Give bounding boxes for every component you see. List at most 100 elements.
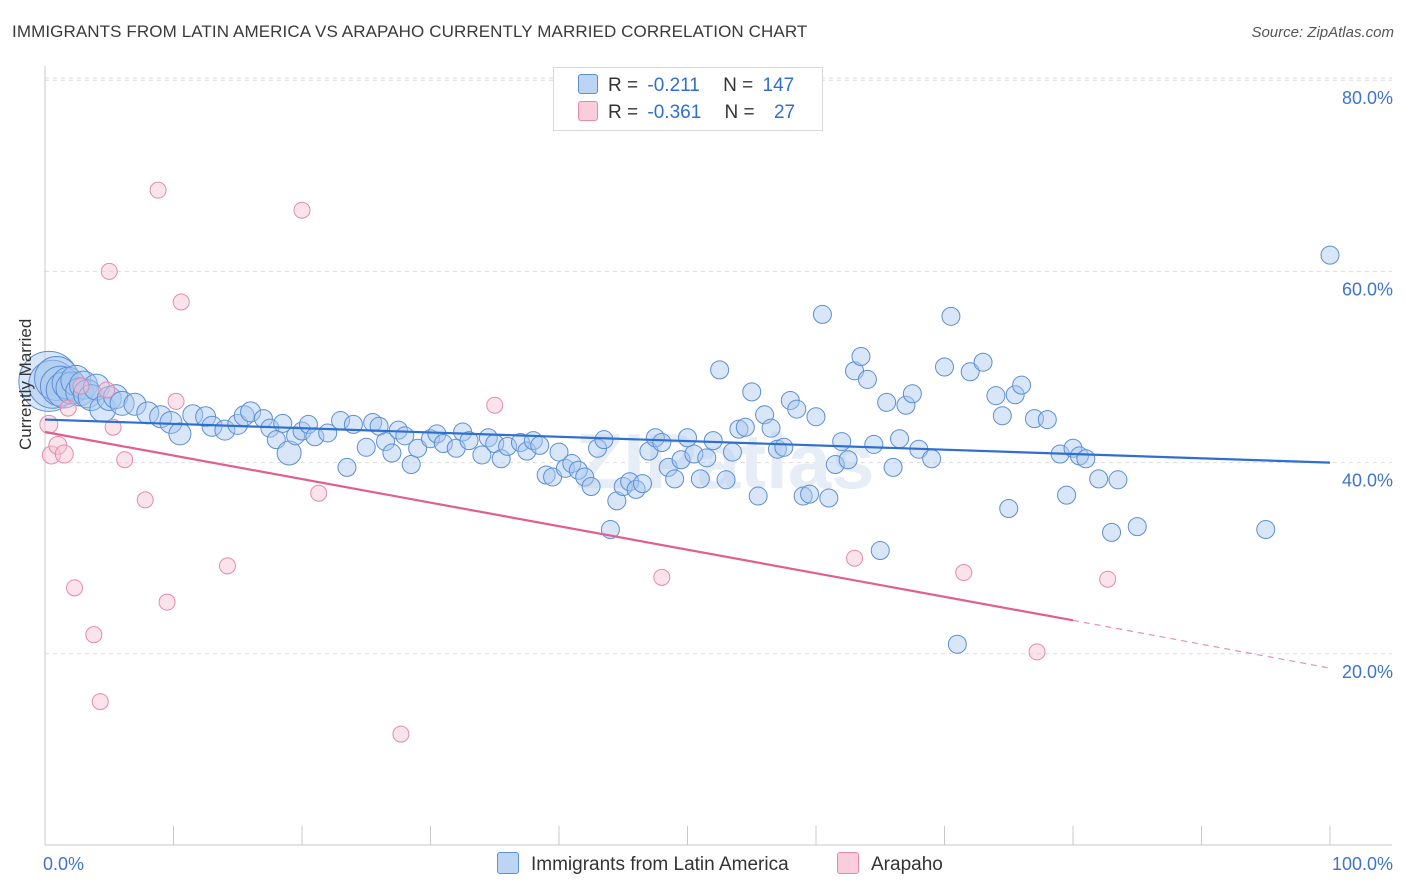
point-arapaho [66,579,84,597]
point-immigrants [337,457,357,477]
point-immigrants [168,422,192,446]
point-immigrants [690,469,710,489]
point-immigrants [748,486,768,506]
legend-swatch-blue [497,852,519,874]
point-arapaho [136,491,154,509]
legend-n-value: 147 [762,75,795,96]
point-arapaho [172,293,190,311]
legend-r-value: -0.211 [647,75,700,96]
point-immigrants [825,455,845,475]
point-immigrants [761,418,781,438]
point-arapaho [158,593,176,611]
point-immigrants [922,449,942,469]
legend-swatch-pink [578,101,598,121]
point-arapaho [310,484,328,502]
point-immigrants [109,390,135,416]
point-immigrants [729,419,749,439]
point-immigrants [960,362,980,382]
point-immigrants [633,474,653,494]
tick-labels: 20.0% 40.0% 60.0% 80.0% 0.0% 100.0% [43,88,1393,874]
point-immigrants [1127,517,1147,537]
point-immigrants [72,379,102,409]
point-immigrants [851,346,871,366]
y-axis-label: Currently Married [16,318,35,450]
point-arapaho [59,399,77,417]
point-immigrants [356,437,376,457]
point-immigrants [665,469,685,489]
point-immigrants [999,498,1019,518]
point-immigrants [986,386,1006,406]
point-immigrants [594,430,614,450]
y-tick-label: 80.0% [1342,88,1393,108]
legend-swatch-blue [578,74,598,94]
point-immigrants [1057,485,1077,505]
point-immigrants [575,467,595,487]
point-immigrants [401,455,421,475]
point-immigrants [408,438,428,458]
y-tick-label: 20.0% [1342,662,1393,682]
point-arapaho [91,693,109,711]
point-immigrants [716,470,736,490]
point-immigrants [684,444,704,464]
point-immigrants [530,435,550,455]
point-immigrants [819,488,839,508]
legend-r-value: -0.361 [647,102,702,123]
point-immigrants [581,477,601,496]
point-immigrants [671,450,691,470]
point-immigrants [735,417,755,437]
point-immigrants [1089,469,1109,489]
legend-item-arapaho: Arapaho [837,852,943,876]
point-immigrants [806,407,826,427]
point-immigrants [832,432,852,452]
legend-row-immigrants: R = -0.211 N = 147 [578,74,794,100]
point-immigrants [742,382,762,402]
point-arapaho [167,392,185,410]
point-immigrants [864,434,884,454]
point-arapaho [39,414,59,434]
point-arapaho [653,568,671,586]
point-immigrants [793,486,813,506]
point-immigrants [678,428,697,448]
legend-n-value: 27 [773,102,796,123]
point-immigrants [607,491,627,511]
point-immigrants [935,357,954,377]
point-arapaho [293,201,311,219]
point-immigrants [883,457,903,477]
point-immigrants [227,413,249,435]
point-arapaho [392,725,410,743]
trend-line-immigrants [44,418,1331,464]
legend-item-immigrants: Immigrants from Latin America [497,852,789,876]
point-immigrants [1076,449,1096,469]
point-immigrants [973,352,993,372]
point-immigrants [1108,470,1128,490]
legend-label-arapaho: Arapaho [871,854,943,875]
point-immigrants [710,360,730,380]
point-immigrants [877,392,897,412]
legend-n-label: N = [723,75,754,96]
point-immigrants [491,449,511,469]
point-immigrants [947,634,967,654]
point-immigrants [941,306,961,326]
point-arapaho [149,181,167,199]
legend-label-immigrants: Immigrants from Latin America [531,854,789,875]
source-note: Source: ZipAtlas.com [1251,24,1394,41]
point-immigrants [240,401,262,423]
point-immigrants [870,541,890,561]
point-immigrants [123,392,147,416]
point-immigrants [787,399,807,419]
x-tick-label: 100.0% [1332,854,1393,874]
point-arapaho [116,451,134,469]
point-immigrants [697,448,717,468]
correlation-legend: R = -0.211 N = 147 R = -0.361 N = 27 [553,67,823,131]
point-immigrants [1320,245,1340,265]
point-immigrants [276,440,302,466]
point-immigrants [376,432,396,452]
point-immigrants [838,450,858,470]
axes [44,66,1392,846]
point-immigrants [857,369,877,389]
point-immigrants [498,436,518,456]
trend-line-arapaho [44,430,1074,622]
point-immigrants [902,384,922,404]
point-immigrants [1037,410,1057,430]
chart-title: IMMIGRANTS FROM LATIN AMERICA VS ARAPAHO… [12,22,808,41]
